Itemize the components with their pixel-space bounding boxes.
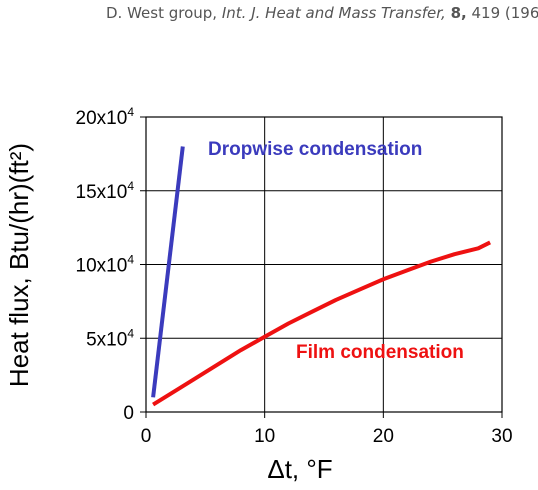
y-tick-label: 20x104 [76,105,135,129]
y-axis-title: Heat flux, Btu/(hr)(ft²) [4,143,34,387]
y-tick-label: 0 [123,403,134,424]
y-tick-label: 5x104 [86,326,134,350]
citation-journal: Int. J. Heat and Mass Transfer, [221,4,446,22]
x-tick-label: 0 [141,426,152,447]
film-label: Film condensation [296,342,464,363]
film-condensation-line [152,240,491,407]
citation-authors: D. West group, [106,4,218,22]
y-tick-label: 10x104 [76,253,135,277]
citation-pages-year: 419 (1965) [471,4,538,22]
y-tick-label: 15x104 [76,179,135,203]
chart-tick-labels: 0 10 20 30 0 5x104 10x104 15x104 20x104 [76,105,513,447]
citation: D. West group, Int. J. Heat and Mass Tra… [106,4,538,22]
chart-grid [140,116,503,418]
x-tick-label: 20 [373,426,394,447]
x-axis-title: Δt, °F [267,454,332,484]
chart-series [151,146,491,407]
x-tick-label: 30 [491,426,512,447]
dropwise-condensation-line [151,146,185,398]
x-tick-label: 10 [254,426,275,447]
dropwise-label: Dropwise condensation [208,139,422,160]
citation-volume: 8, [450,4,467,22]
